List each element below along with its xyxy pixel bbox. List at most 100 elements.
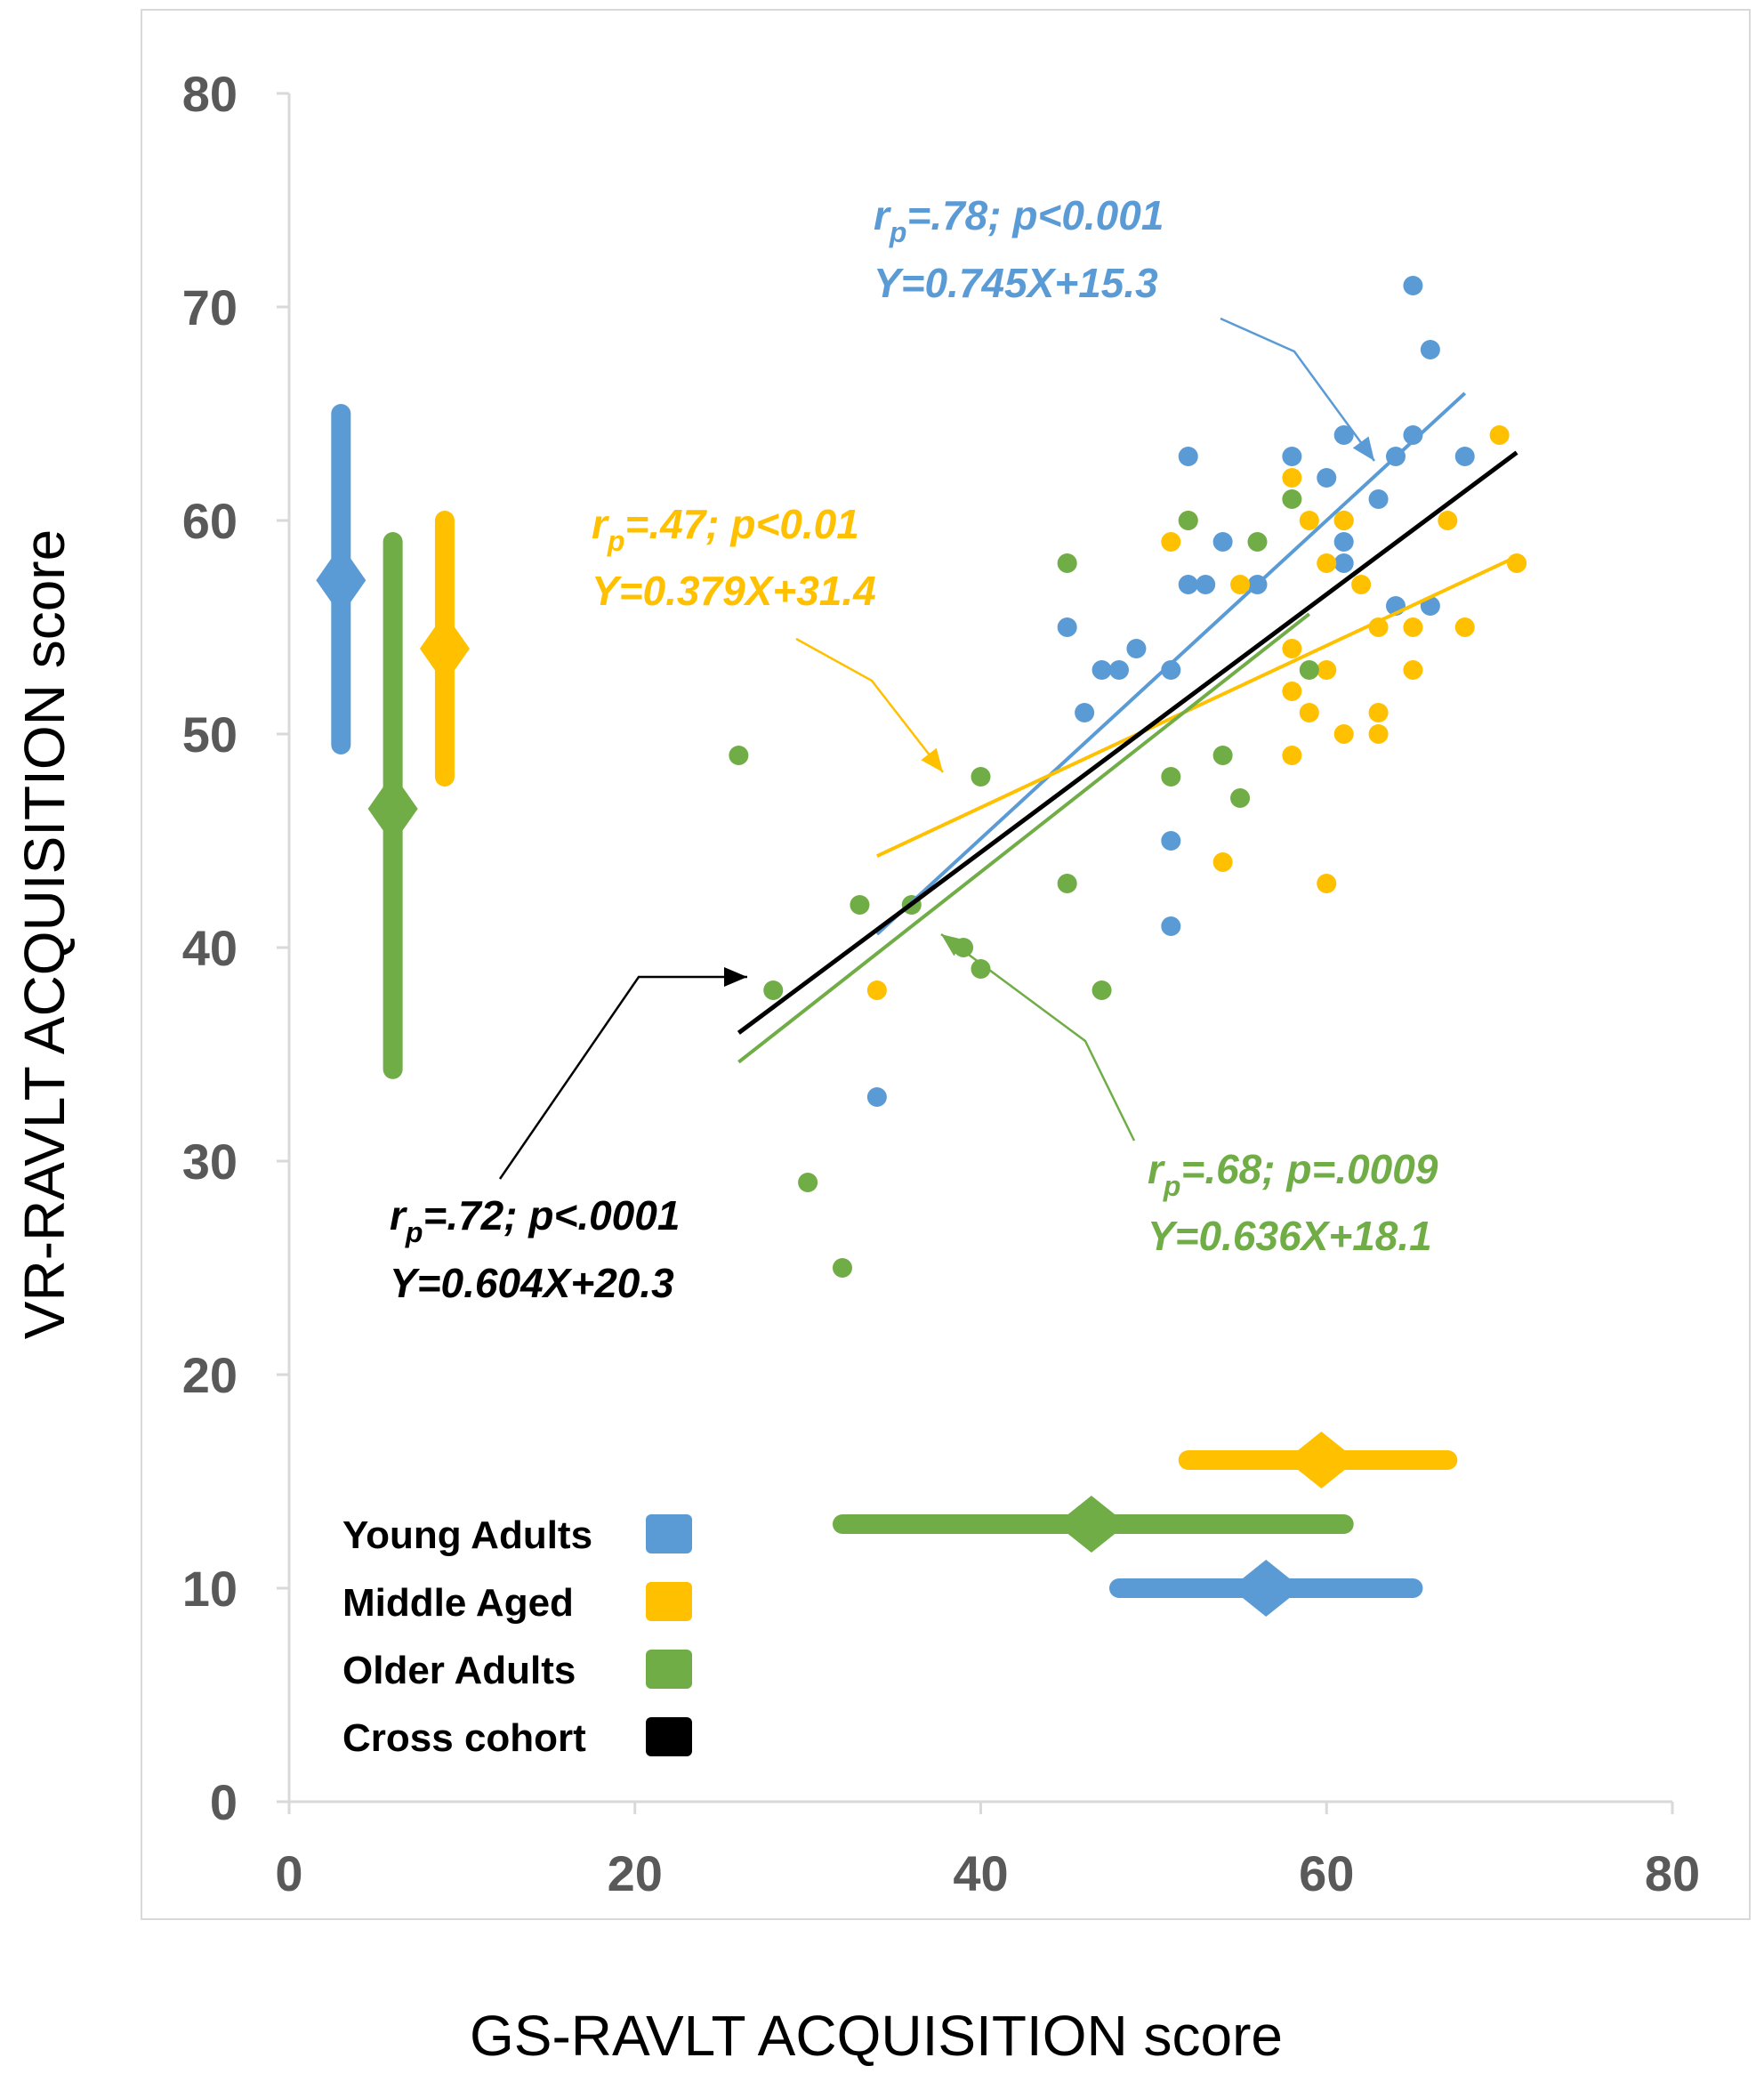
data-point-older-adults xyxy=(763,980,784,1000)
legend-label-cross-cohort: Cross cohort xyxy=(342,1716,586,1760)
data-point-middle-aged xyxy=(1368,724,1389,744)
data-point-young-adults xyxy=(1282,447,1302,466)
legend-swatch-middle-aged xyxy=(646,1582,692,1621)
legend-swatch-cross-cohort xyxy=(646,1717,692,1756)
data-point-middle-aged xyxy=(1282,746,1302,765)
fit-line-cross-cohort xyxy=(737,450,1518,1035)
leader-line-cross-cohort xyxy=(498,975,747,1180)
y-tick-label: 60 xyxy=(182,493,238,549)
data-point-middle-aged xyxy=(866,980,887,1000)
fit-line-young-adults xyxy=(875,391,1467,936)
data-point-young-adults xyxy=(1109,660,1129,680)
fit-line-middle-aged xyxy=(876,554,1518,858)
legend-swatch-young-adults xyxy=(646,1514,692,1553)
y-tick-label: 10 xyxy=(182,1561,238,1617)
equation-annotation-older-adults: Y=0.636X+18.1 xyxy=(1148,1213,1432,1259)
data-point-middle-aged xyxy=(1317,874,1337,893)
data-point-middle-aged xyxy=(1351,575,1372,594)
data-point-young-adults xyxy=(1420,340,1440,359)
leader-line-young-adults xyxy=(1220,317,1376,462)
data-point-older-adults xyxy=(1230,788,1251,808)
data-point-young-adults xyxy=(1161,831,1181,851)
legend-swatch-older-adults xyxy=(646,1650,692,1689)
data-point-young-adults xyxy=(866,1087,887,1107)
data-point-older-adults xyxy=(971,959,991,979)
y-tick-label: 0 xyxy=(210,1774,238,1830)
data-point-older-adults xyxy=(1178,511,1198,530)
x-tick-label: 20 xyxy=(608,1845,663,1901)
x-mean-marker-middle-aged xyxy=(1285,1432,1357,1489)
y-mean-marker-young-adults xyxy=(316,545,366,617)
data-point-young-adults xyxy=(1196,575,1216,594)
equation-annotation-young-adults: Y=0.745X+15.3 xyxy=(874,260,1158,306)
data-point-young-adults xyxy=(1454,447,1475,466)
y-tick-label: 50 xyxy=(182,706,238,763)
data-point-middle-aged xyxy=(1161,532,1181,552)
data-point-young-adults xyxy=(1075,703,1095,722)
data-point-young-adults xyxy=(1212,532,1233,552)
data-point-older-adults xyxy=(798,1173,818,1192)
data-point-middle-aged xyxy=(1368,703,1389,722)
data-point-middle-aged xyxy=(1454,617,1475,637)
data-point-middle-aged xyxy=(1317,553,1337,573)
legend-label-young-adults: Young Adults xyxy=(342,1513,592,1557)
legend-label-middle-aged: Middle Aged xyxy=(342,1581,574,1625)
x-mean-marker-older-adults xyxy=(1055,1496,1127,1553)
equation-annotation-middle-aged: Y=0.379X+31.4 xyxy=(592,568,876,614)
x-tick-label: 80 xyxy=(1645,1845,1700,1901)
data-point-middle-aged xyxy=(1282,682,1302,701)
data-point-young-adults xyxy=(1178,447,1198,466)
fit-line-older-adults xyxy=(737,612,1311,1064)
data-point-middle-aged xyxy=(1299,703,1319,722)
stats-annotation-middle-aged: rp=.47; p<0.01 xyxy=(592,501,859,557)
data-point-middle-aged xyxy=(1507,553,1527,573)
data-point-middle-aged xyxy=(1282,468,1302,488)
data-point-young-adults xyxy=(1317,468,1337,488)
data-point-middle-aged xyxy=(1317,660,1337,680)
stats-annotation-cross-cohort: rp=.72; p<.0001 xyxy=(390,1192,680,1248)
arrowhead-older-adults xyxy=(941,934,966,956)
data-point-young-adults xyxy=(1091,660,1112,680)
data-point-older-adults xyxy=(1091,980,1112,1000)
data-point-older-adults xyxy=(1057,553,1077,573)
stats-annotation-older-adults: rp=.68; p=.0009 xyxy=(1148,1146,1438,1202)
data-point-young-adults xyxy=(1403,276,1423,295)
data-point-middle-aged xyxy=(1282,639,1302,658)
data-point-middle-aged xyxy=(1333,511,1354,530)
data-point-older-adults xyxy=(850,895,870,915)
data-point-young-adults xyxy=(1368,489,1389,509)
data-point-middle-aged xyxy=(1333,724,1354,744)
data-point-older-adults xyxy=(833,1258,852,1278)
chart-frame xyxy=(141,9,1751,1920)
data-point-young-adults xyxy=(1333,425,1354,445)
leader-line-older-adults xyxy=(940,932,1136,1142)
arrowhead-cross-cohort xyxy=(724,967,747,987)
data-point-middle-aged xyxy=(1299,511,1319,530)
x-axis-label: GS-RAVLT ACQUISITION score xyxy=(470,2004,1283,2068)
data-point-older-adults xyxy=(1212,746,1233,765)
leader-line-middle-aged xyxy=(795,637,944,773)
x-tick-label: 0 xyxy=(275,1845,302,1901)
data-point-young-adults xyxy=(1057,617,1077,637)
data-point-older-adults xyxy=(1161,767,1181,787)
data-point-young-adults xyxy=(1126,639,1147,658)
data-point-young-adults xyxy=(1403,425,1423,445)
data-point-young-adults xyxy=(1161,916,1181,936)
data-point-young-adults xyxy=(1178,575,1198,594)
y-tick-label: 40 xyxy=(182,920,238,976)
data-point-middle-aged xyxy=(1403,617,1423,637)
y-tick-label: 20 xyxy=(182,1347,238,1403)
y-axis-label: VR-RAVLT ACQUISITION score xyxy=(12,529,77,1340)
data-point-older-adults xyxy=(1282,489,1302,509)
data-point-older-adults xyxy=(971,767,991,787)
data-point-middle-aged xyxy=(1489,425,1510,445)
data-point-middle-aged xyxy=(1212,852,1233,872)
equation-annotation-cross-cohort: Y=0.604X+20.3 xyxy=(390,1260,674,1306)
legend-label-older-adults: Older Adults xyxy=(342,1649,576,1692)
y-tick-label: 30 xyxy=(182,1134,238,1190)
data-point-young-adults xyxy=(1333,553,1354,573)
data-point-middle-aged xyxy=(1403,660,1423,680)
x-mean-marker-young-adults xyxy=(1230,1560,1302,1617)
y-tick-label: 80 xyxy=(182,66,238,122)
